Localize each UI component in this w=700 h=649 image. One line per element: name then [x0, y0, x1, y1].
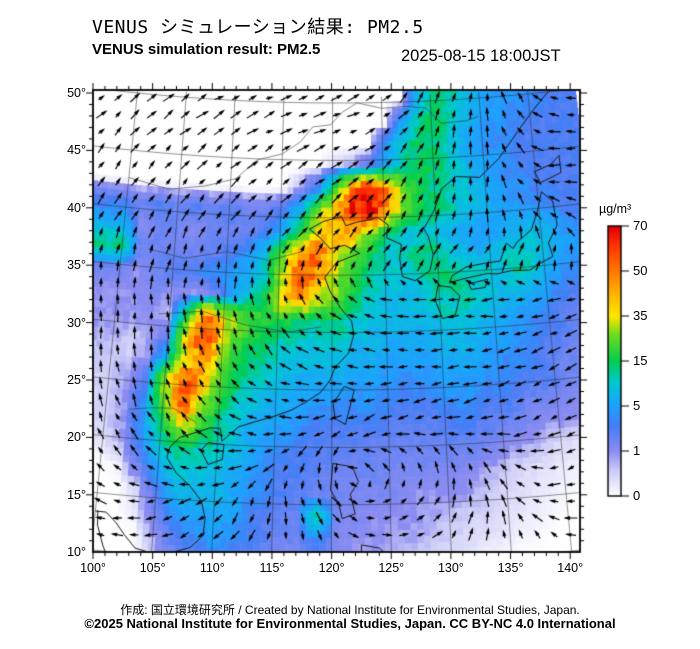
lat-tick-label: 15°	[67, 487, 86, 502]
colorbar-tick-label: 50	[633, 263, 648, 278]
credit-line: 作成: 国立環境研究所 / Created by National Instit…	[120, 603, 580, 617]
colorbar-tick-label: 15	[633, 353, 648, 368]
lat-tick-label: 30°	[67, 315, 86, 330]
colorbar-tick-label: 35	[633, 308, 648, 323]
lon-tick-label: 135°	[497, 561, 524, 575]
lat-tick-label: 45°	[67, 143, 86, 158]
lon-tick-label: 125°	[378, 561, 405, 575]
colorbar-tick-label: 1	[633, 443, 641, 458]
lon-tick-label: 120°	[318, 561, 345, 575]
lon-tick-label: 105°	[139, 561, 166, 575]
colorbar-unit-label: µg/m³	[599, 202, 632, 216]
copyright-line: ©2025 National Institute for Environment…	[84, 616, 616, 631]
lat-tick-label: 20°	[67, 430, 86, 445]
lat-tick-label: 10°	[67, 545, 86, 560]
lon-tick-label: 100°	[80, 561, 106, 575]
lon-tick-label: 115°	[259, 561, 285, 575]
lon-tick-label: 130°	[437, 561, 464, 575]
colorbar-tick-label: 70	[633, 218, 648, 233]
lon-tick-label: 140°	[557, 561, 584, 575]
lat-tick-label: 25°	[67, 373, 86, 387]
colorbar-tick-label: 5	[633, 398, 641, 413]
lon-tick-label: 110°	[199, 561, 225, 575]
lat-tick-label: 35°	[67, 258, 86, 273]
colorbar-tick-label: 0	[633, 488, 641, 503]
lat-tick-label: 50°	[67, 86, 86, 100]
lat-tick-label: 40°	[67, 200, 86, 215]
